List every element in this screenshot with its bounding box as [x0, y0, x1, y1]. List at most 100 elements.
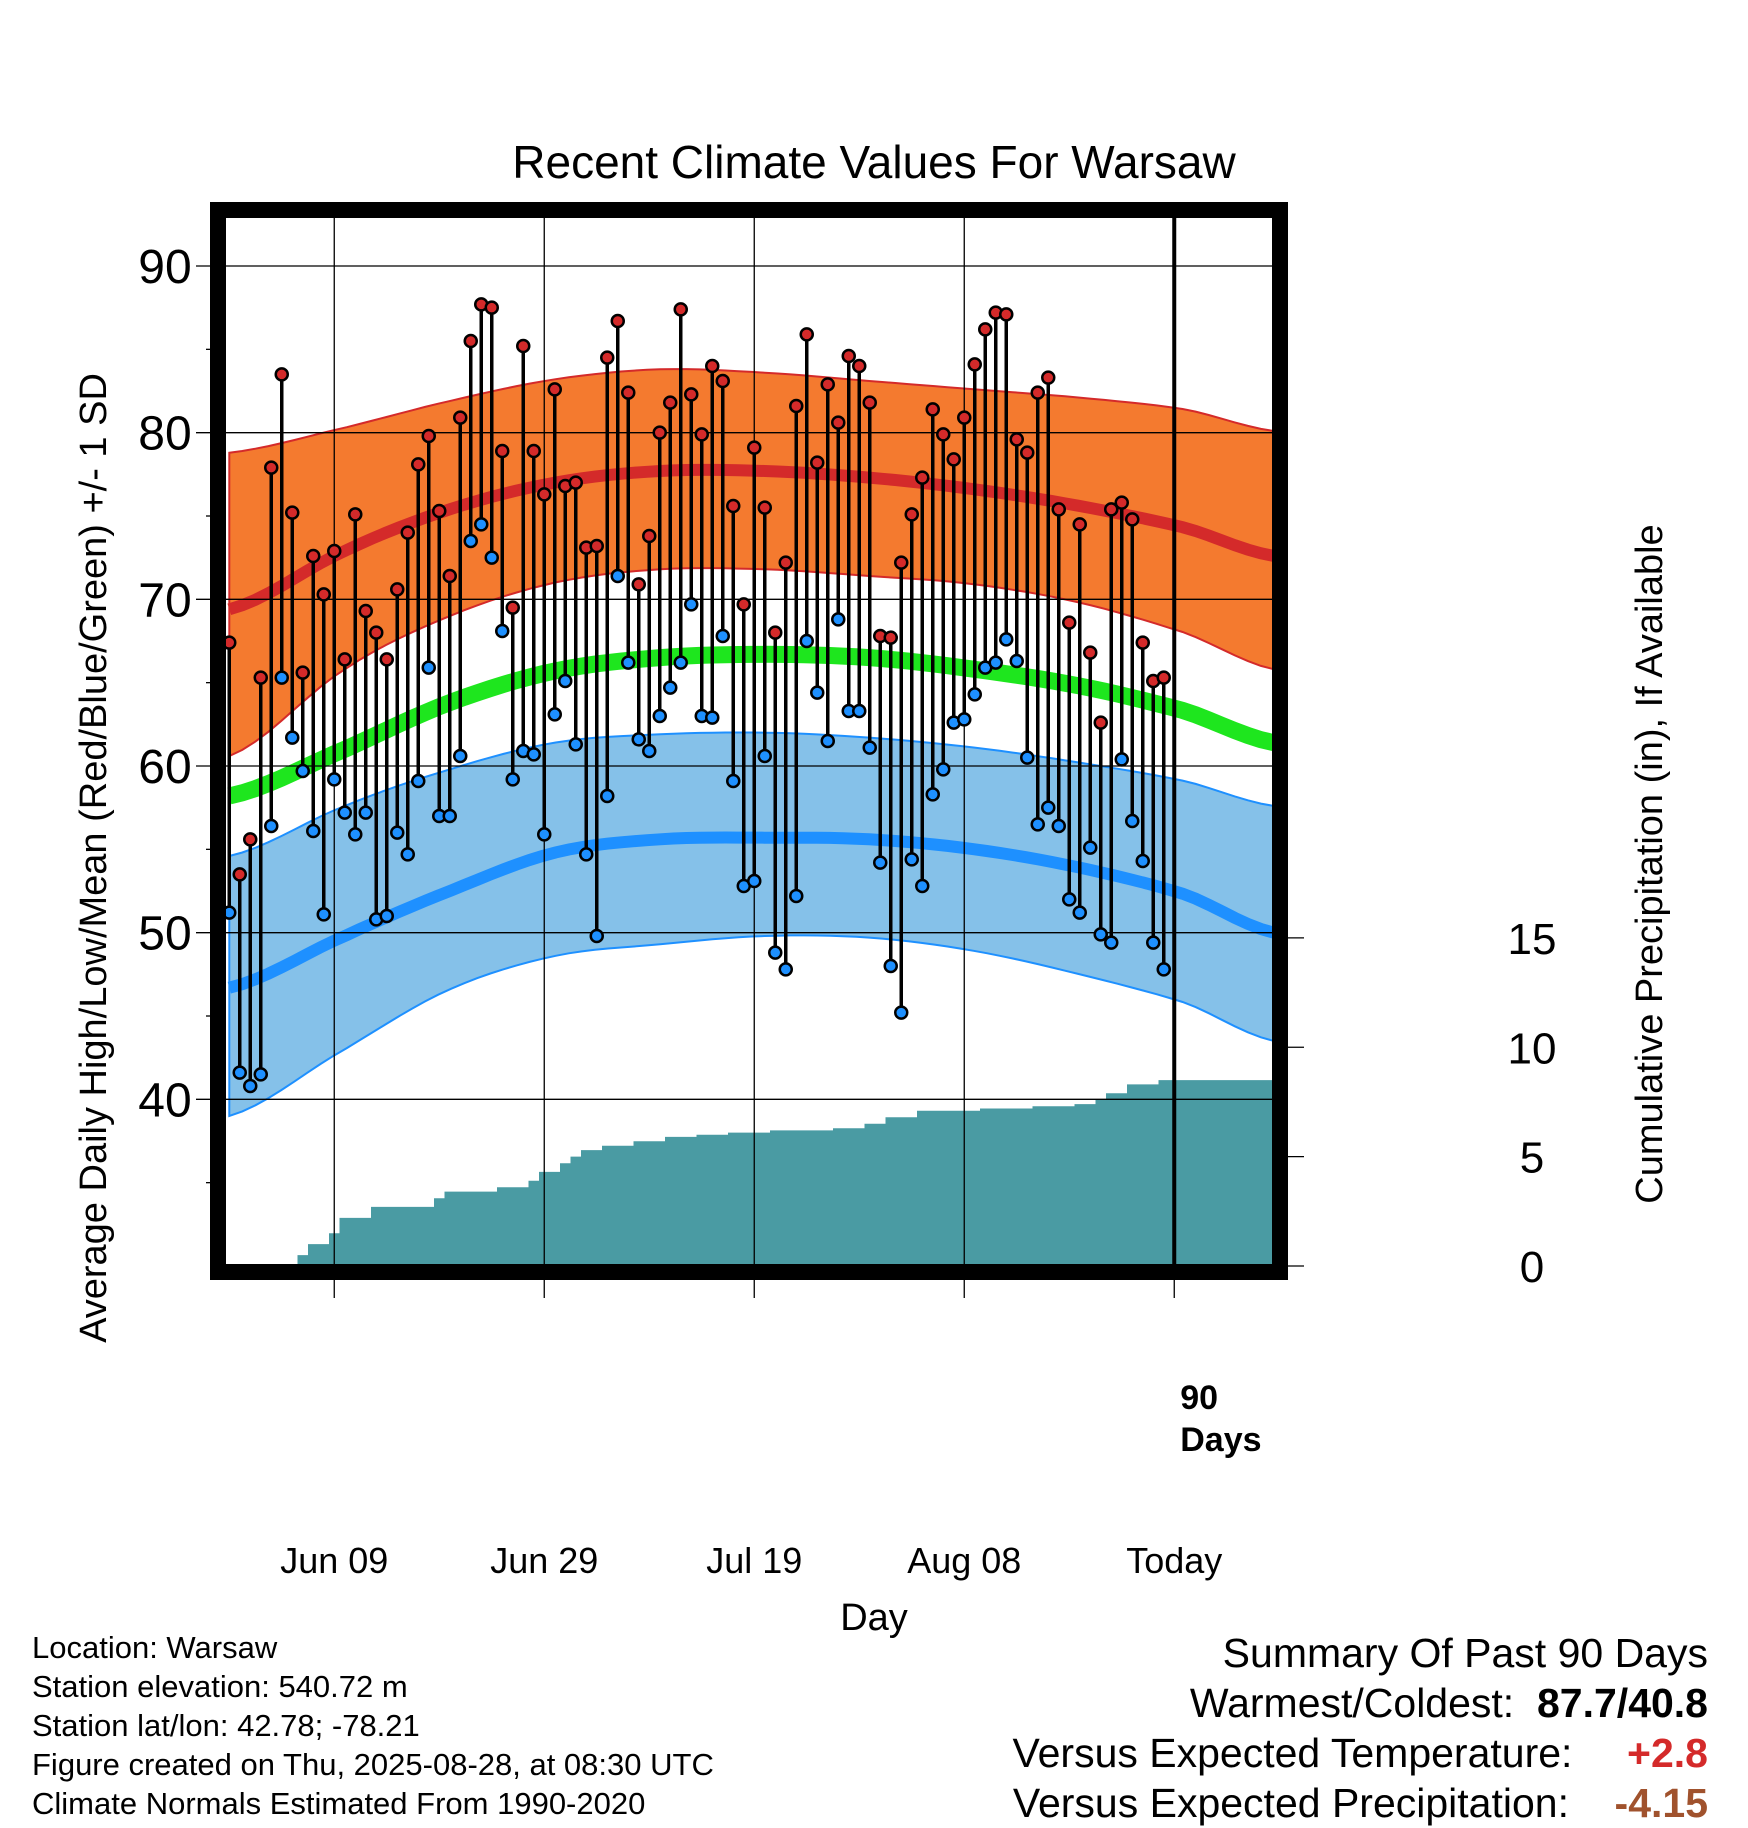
daily-low-point	[967, 687, 982, 702]
x-axis-label: Day	[840, 1597, 908, 1639]
daily-high-point	[684, 387, 699, 402]
daily-high-point	[820, 377, 835, 392]
daily-high-point	[852, 358, 867, 374]
daily-high-point	[505, 600, 520, 615]
daily-low-point	[348, 827, 363, 842]
summary-warm-cold-value: 87.7/40.8	[1537, 1680, 1708, 1726]
daily-low-point	[453, 748, 468, 764]
plot-frame	[210, 202, 1288, 1280]
daily-low-point	[379, 908, 394, 924]
daily-high-point	[747, 440, 762, 455]
daily-low-point	[1030, 817, 1045, 832]
daily-high-point	[453, 410, 468, 425]
daily-low-point	[537, 827, 552, 842]
y-tick-left-label: 40	[138, 1074, 191, 1127]
daily-high-point	[285, 505, 300, 520]
daily-low-point	[1009, 653, 1024, 669]
daily-high-point	[348, 507, 363, 522]
daily-high-point	[358, 603, 373, 619]
daily-high-point	[841, 348, 856, 364]
y-tick-left-label: 60	[138, 741, 191, 794]
daily-low-point	[999, 632, 1014, 647]
daily-high-point	[1135, 635, 1150, 650]
daily-high-point	[936, 427, 951, 442]
daily-high-point	[736, 597, 751, 612]
daily-low-point	[852, 703, 867, 719]
daily-high-point	[831, 415, 846, 430]
daily-high-point	[232, 867, 247, 882]
daily-high-point	[925, 402, 940, 417]
daily-high-point	[978, 322, 993, 337]
daily-low-point	[327, 772, 342, 787]
daily-low-point	[831, 612, 846, 627]
daily-high-point	[778, 555, 793, 570]
daily-high-point	[253, 670, 268, 685]
daily-high-point	[621, 385, 636, 400]
daily-observations	[224, 297, 1171, 1094]
y-tick-right-label: 10	[1508, 1024, 1557, 1073]
y-axis-left-label: Average Daily High/Low/Mean (Red/Blue/Gr…	[73, 373, 115, 1343]
daily-high-point	[1156, 670, 1171, 685]
y-tick-right-label: 15	[1508, 915, 1557, 964]
daily-high-point	[1125, 512, 1140, 527]
daily-low-point	[726, 773, 741, 789]
daily-high-point	[810, 455, 825, 470]
daily-high-point	[705, 358, 720, 374]
summary-warm-cold-label: Warmest/Coldest:	[1189, 1680, 1515, 1726]
daily-low-point	[684, 597, 699, 612]
footer-latlon: Station lat/lon: 42.78; -78.21	[32, 1708, 420, 1743]
daily-low-point	[1083, 840, 1098, 855]
daily-high-point	[337, 652, 352, 667]
daily-low-point	[925, 787, 940, 802]
y-tick-left-label: 90	[138, 241, 191, 294]
daily-high-point	[463, 333, 478, 349]
summary-title: Summary Of Past 90 Days	[1222, 1630, 1708, 1676]
y-tick-left-label: 70	[138, 574, 191, 627]
daily-low-point	[484, 550, 499, 565]
daily-high-point	[243, 832, 258, 847]
daily-high-point	[789, 398, 804, 414]
daily-high-point	[400, 525, 415, 540]
daily-high-point	[663, 395, 678, 410]
daily-low-point	[568, 737, 583, 752]
summary-precip-label: Versus Expected Precipitation:	[1012, 1780, 1569, 1826]
daily-high-point	[327, 543, 342, 559]
daily-high-point	[904, 507, 919, 522]
daily-low-point	[589, 928, 604, 944]
daily-low-point	[526, 747, 541, 762]
daily-high-point	[1051, 502, 1066, 517]
x-tick-label: Jun 09	[280, 1540, 388, 1581]
daily-high-point	[1030, 385, 1045, 400]
daily-high-point	[306, 548, 321, 564]
daily-high-point	[369, 625, 384, 640]
daily-low-point	[747, 873, 762, 889]
daily-low-point	[495, 623, 510, 639]
daily-high-point	[484, 300, 499, 315]
daily-low-point	[505, 772, 520, 787]
daily-low-point	[799, 633, 814, 649]
daily-high-point	[411, 457, 426, 472]
daily-low-point	[358, 805, 373, 820]
summary-temp-label: Versus Expected Temperature:	[1012, 1730, 1573, 1776]
daily-high-point	[642, 528, 657, 544]
daily-low-point	[232, 1065, 247, 1080]
daily-high-point	[610, 313, 625, 329]
daily-low-point	[873, 855, 888, 870]
daily-low-point	[224, 905, 237, 920]
summary-precip-value: -4.15	[1614, 1780, 1708, 1826]
daily-high-point	[726, 498, 741, 514]
daily-high-point	[274, 367, 289, 382]
daily-high-point	[379, 652, 394, 667]
daily-high-point	[495, 443, 510, 459]
daily-low-point	[400, 847, 415, 862]
daily-high-point	[715, 373, 730, 389]
daily-low-point	[715, 628, 730, 644]
summary-temp-value: +2.8	[1627, 1730, 1708, 1776]
footer-location: Location: Warsaw	[32, 1630, 278, 1665]
daily-low-point	[1020, 750, 1035, 765]
x-tick-label: Jun 29	[490, 1540, 598, 1581]
daily-low-point	[621, 655, 636, 670]
daily-low-point	[1041, 800, 1056, 815]
daily-high-point	[1093, 715, 1108, 730]
